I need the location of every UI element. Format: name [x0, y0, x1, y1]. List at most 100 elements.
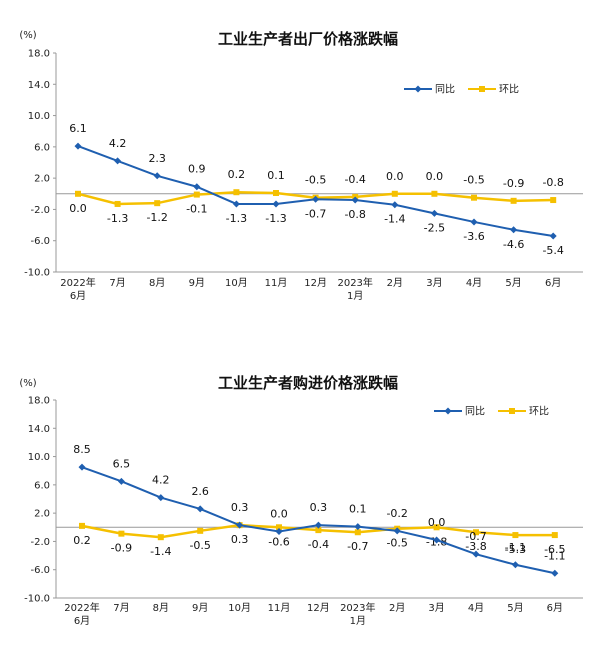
data-label: -3.6 — [463, 230, 484, 243]
data-point — [114, 200, 121, 207]
legend-marker — [509, 408, 515, 414]
data-label: -0.5 — [386, 537, 407, 550]
x-tick-label: 10月 — [228, 602, 251, 614]
data-label: 0.0 — [428, 516, 446, 529]
y-tick-label: 10.0 — [28, 452, 50, 463]
x-tick-label: 3月 — [428, 602, 444, 614]
x-tick-label: 2月 — [387, 277, 403, 289]
data-point — [154, 200, 161, 207]
data-point — [551, 569, 559, 577]
data-point — [273, 190, 279, 197]
data-point — [550, 197, 557, 204]
data-point — [391, 201, 399, 209]
x-tick-label: 4月 — [466, 277, 482, 289]
data-point — [549, 232, 557, 240]
legend-label: 环比 — [499, 84, 519, 96]
x-tick-label: 8月 — [149, 277, 165, 289]
data-point — [314, 521, 322, 529]
y-tick-label: -6.0 — [30, 565, 50, 576]
y-tick-label: 10.0 — [28, 111, 50, 122]
data-point — [193, 191, 200, 198]
data-point — [354, 529, 361, 536]
chart-title: 工业生产者出厂价格涨跌幅 — [218, 30, 398, 48]
data-point — [276, 524, 282, 531]
data-label: -0.9 — [503, 177, 524, 190]
data-label: -3.8 — [465, 540, 486, 553]
data-point — [430, 209, 438, 217]
data-label: -0.5 — [305, 174, 326, 187]
data-label: -1.2 — [146, 211, 167, 224]
data-point — [157, 494, 165, 502]
data-label: -1.3 — [107, 212, 128, 225]
data-label: 0.2 — [228, 168, 246, 181]
data-point — [236, 521, 244, 529]
data-point — [315, 527, 322, 534]
y-tick-label: -10.0 — [24, 268, 50, 279]
data-label: 0.0 — [426, 170, 444, 183]
data-label: -0.8 — [344, 208, 365, 221]
data-label: -0.4 — [308, 538, 329, 551]
data-label: 4.2 — [109, 137, 127, 150]
data-label: -1.1 — [505, 541, 526, 554]
x-tick-label: 9月 — [192, 602, 208, 614]
data-point — [157, 534, 164, 541]
x-tick-label: 8月 — [153, 602, 169, 614]
legend: 同比 环比 — [434, 406, 549, 418]
data-label: 0.2 — [73, 534, 91, 547]
data-label: 0.3 — [310, 501, 328, 514]
series-mom: 0.2-0.9-1.4-0.50.3-0.6-0.4-0.7-0.5-1.8-3… — [73, 522, 566, 558]
data-point — [433, 536, 441, 544]
legend-label: 同比 — [465, 406, 485, 418]
data-point — [510, 226, 518, 234]
data-point — [193, 183, 201, 191]
series-yoy: 8.56.54.22.60.3 0.0 0.3 0.1 -0.20.0-0.7-1.1-… — [73, 443, 566, 577]
data-point — [511, 561, 519, 569]
data-point — [470, 218, 478, 226]
data-point — [78, 463, 86, 471]
data-label: 2.3 — [148, 152, 166, 165]
data-point — [74, 142, 82, 150]
data-point — [354, 523, 362, 531]
data-label: -0.9 — [111, 542, 132, 555]
data-point — [272, 200, 280, 208]
x-tick-label: 3月 — [426, 277, 442, 289]
data-label: 8.5 — [73, 443, 91, 456]
data-point — [391, 190, 398, 197]
data-point — [393, 527, 401, 535]
data-label: 0.3 — [231, 501, 249, 514]
legend-marker — [444, 407, 452, 415]
x-tick-label: 7月 — [113, 602, 129, 614]
data-point — [510, 197, 517, 204]
data-label: 0.3 — [231, 533, 249, 546]
data-point — [117, 477, 125, 485]
data-point — [153, 172, 161, 180]
x-tick-label: 5月 — [507, 602, 523, 614]
data-label: -0.8 — [542, 176, 563, 189]
x-tick-label: 4月 — [468, 602, 484, 614]
x-tick-label: 11月 — [268, 602, 291, 614]
data-label: -5.4 — [542, 244, 563, 257]
data-label: -5.3 — [505, 543, 526, 556]
y-tick-label: 6.0 — [34, 142, 50, 153]
y-tick-label: 18.0 — [28, 49, 50, 60]
data-label: -0.7 — [347, 540, 368, 553]
data-point — [75, 190, 81, 197]
x-tick-label: 10月 — [225, 277, 248, 289]
data-point — [275, 528, 283, 536]
data-label: 0.9 — [188, 163, 206, 176]
x-tick-label: 7月 — [109, 277, 125, 289]
x-tick-label: 2月 — [389, 602, 405, 614]
data-label: -0.7 — [305, 207, 326, 220]
x-tick-label: 6月 — [547, 602, 563, 614]
x-tick-label: 5月 — [505, 277, 521, 289]
data-label: 6.5 — [113, 457, 131, 470]
data-point — [512, 532, 519, 539]
x-tick-label: 2023年 1月 — [337, 276, 372, 302]
y-tick-label: 2.0 — [34, 509, 50, 520]
data-label: -0.1 — [186, 203, 207, 216]
data-label: -2.5 — [424, 221, 445, 234]
data-label: 0.0 — [386, 170, 404, 183]
data-label: -0.4 — [344, 173, 365, 186]
legend: 同比 环比 — [404, 84, 519, 96]
